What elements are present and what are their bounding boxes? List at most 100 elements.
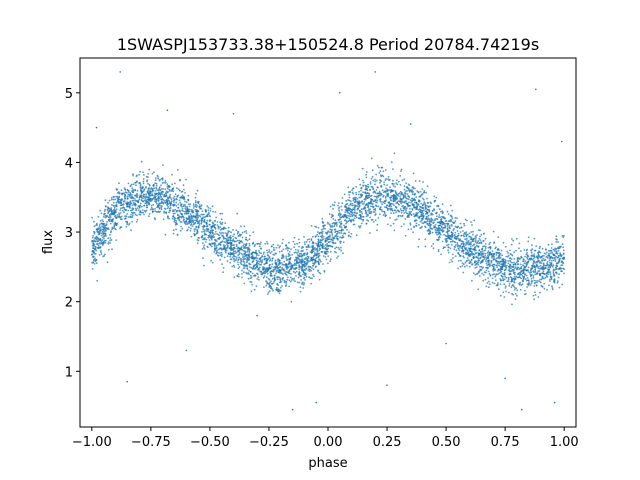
data-point <box>557 262 559 265</box>
data-point <box>201 217 203 220</box>
data-point <box>243 271 245 274</box>
data-point <box>375 173 377 176</box>
data-point <box>237 250 240 253</box>
data-point <box>513 251 516 254</box>
data-point <box>425 216 428 218</box>
data-point <box>440 210 442 213</box>
data-point <box>542 270 545 273</box>
data-point <box>438 232 441 234</box>
data-point <box>168 200 171 203</box>
data-point <box>110 208 113 211</box>
data-point <box>211 238 213 241</box>
data-point <box>560 267 563 270</box>
data-point <box>302 273 304 276</box>
data-point <box>409 222 412 225</box>
data-point <box>162 164 164 167</box>
data-point <box>226 243 228 246</box>
data-point <box>316 247 319 250</box>
data-point <box>179 196 182 199</box>
data-point <box>492 259 495 261</box>
data-point <box>304 274 306 277</box>
data-point <box>275 286 278 289</box>
data-point <box>435 212 437 215</box>
data-point <box>497 260 500 263</box>
data-point <box>268 255 271 258</box>
data-point <box>297 238 300 241</box>
data-point <box>129 194 132 197</box>
data-point <box>417 209 420 211</box>
data-point <box>205 230 208 232</box>
data-point <box>202 226 205 228</box>
data-point <box>403 192 406 194</box>
data-point <box>264 242 267 245</box>
data-point <box>374 207 377 210</box>
data-point <box>360 215 362 218</box>
data-point <box>264 270 267 272</box>
data-point <box>269 263 271 266</box>
data-point <box>516 294 518 297</box>
data-point <box>379 200 382 203</box>
data-point <box>141 209 144 212</box>
data-point <box>194 219 196 222</box>
data-point <box>506 264 508 267</box>
data-point <box>488 251 491 254</box>
data-point <box>249 263 252 266</box>
data-point <box>508 282 511 285</box>
data-point <box>99 223 101 226</box>
data-point <box>470 221 472 224</box>
data-point <box>123 207 126 209</box>
data-point <box>533 253 536 256</box>
data-point <box>208 231 211 234</box>
data-point <box>312 235 314 238</box>
data-point <box>293 236 296 239</box>
data-point <box>484 254 486 257</box>
data-point <box>142 186 145 189</box>
data-point <box>270 287 273 289</box>
data-point <box>111 204 113 206</box>
data-point <box>470 261 472 264</box>
data-point <box>443 217 446 220</box>
data-point <box>437 226 440 229</box>
data-point <box>162 198 165 201</box>
data-point <box>131 209 133 212</box>
data-point <box>509 264 512 266</box>
data-point <box>357 207 360 210</box>
data-point <box>487 270 490 273</box>
data-point <box>329 244 331 247</box>
data-point <box>93 231 96 234</box>
data-point <box>400 192 403 195</box>
data-point <box>384 197 387 199</box>
data-point <box>203 244 206 247</box>
data-point <box>504 285 507 288</box>
data-point <box>296 257 298 260</box>
data-point <box>484 243 487 245</box>
data-point <box>158 188 161 191</box>
data-point <box>378 172 381 174</box>
data-point <box>476 234 478 237</box>
data-point <box>445 235 448 238</box>
data-point <box>526 286 528 288</box>
data-point <box>242 260 245 263</box>
data-point <box>235 256 238 259</box>
data-point <box>477 288 480 291</box>
data-point <box>515 261 518 264</box>
data-point <box>204 241 207 243</box>
data-point <box>245 264 248 266</box>
data-point <box>394 196 397 199</box>
data-point <box>456 242 459 244</box>
data-point <box>494 275 496 278</box>
data-point <box>309 251 312 253</box>
data-point <box>194 222 197 224</box>
data-point <box>409 208 411 210</box>
data-point <box>533 265 536 268</box>
data-point <box>557 241 559 243</box>
data-point <box>139 202 142 205</box>
data-point <box>232 229 234 231</box>
data-point <box>549 271 552 273</box>
data-point <box>115 208 118 211</box>
data-point <box>419 220 422 223</box>
data-point <box>172 197 175 199</box>
data-point <box>230 258 233 261</box>
data-point <box>441 212 444 215</box>
data-point <box>206 205 209 208</box>
